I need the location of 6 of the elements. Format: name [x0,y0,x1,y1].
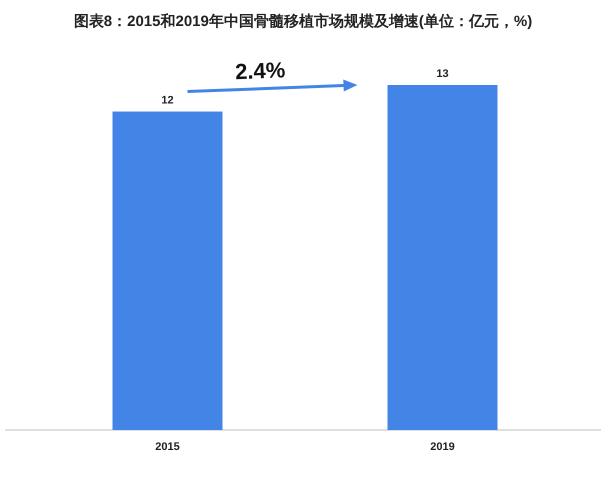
x-tick-label: 2015 [155,441,180,453]
text: 2.4% [234,57,286,84]
data-label: 13 [436,68,449,80]
chart-title: 图表8：2015和2019年中国骨髓移植市场规模及增速(单位：亿元，%) [74,12,532,30]
x-tick-label: 2019 [430,441,455,453]
data-label: 12 [161,94,174,107]
